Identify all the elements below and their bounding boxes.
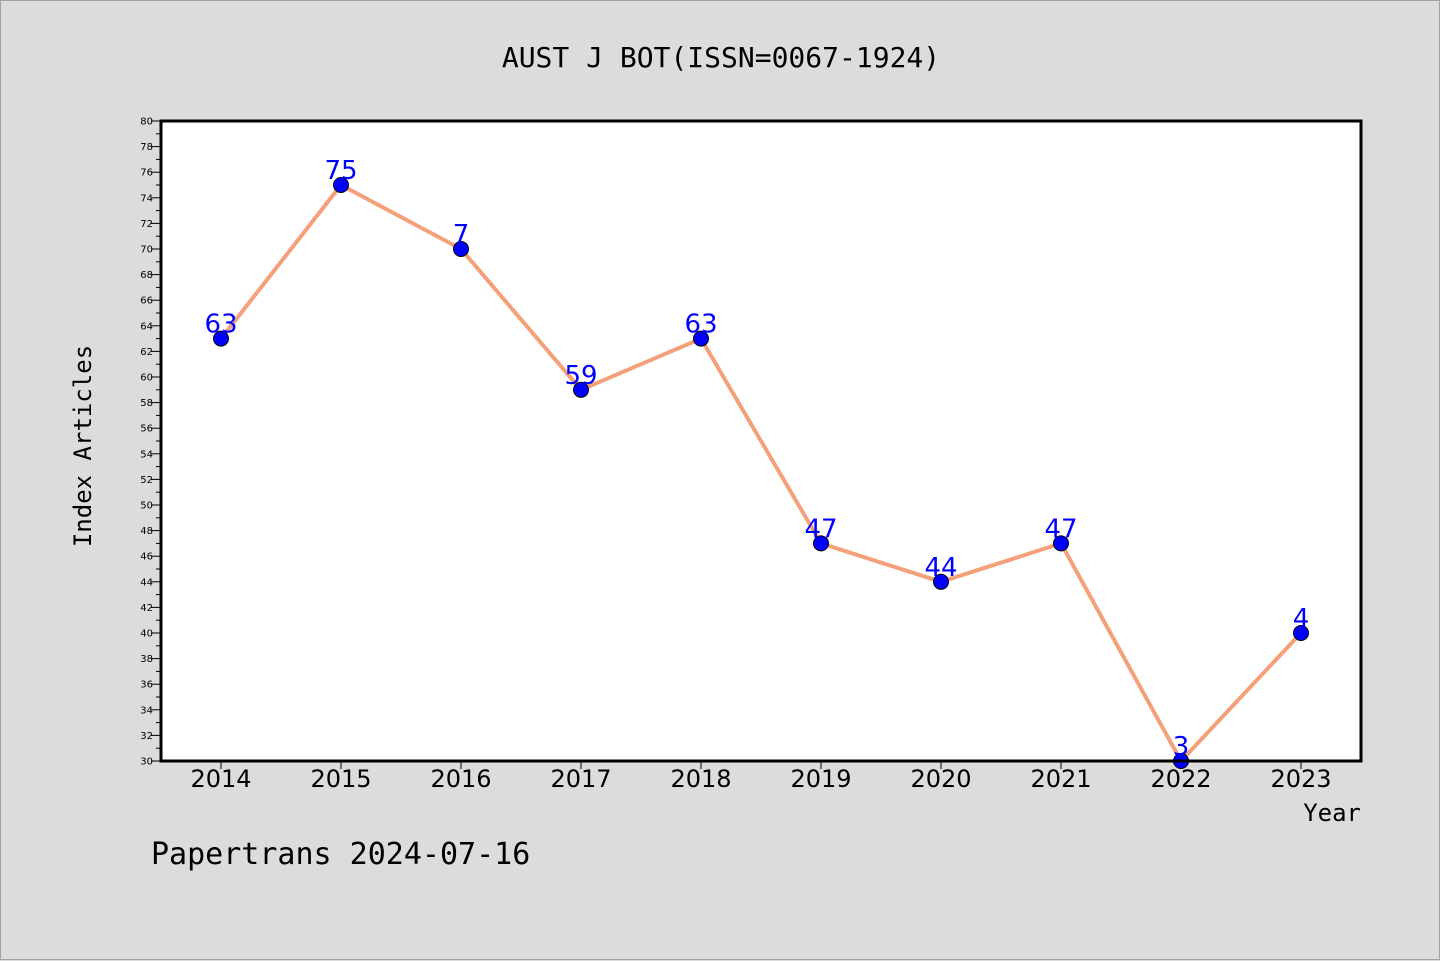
x-tick-label: 2016: [430, 765, 491, 793]
data-point: [333, 177, 349, 193]
y-tick-label: 48: [140, 526, 153, 537]
y-tick-label: 42: [140, 603, 153, 614]
x-tick-label: 2015: [310, 765, 371, 793]
x-axis: 2014 2015 2016 2017 2018 2019 2020 2021 2022 2023: [190, 761, 1332, 793]
y-axis: 30 32 34 36 38 40 42 44 46 48 50 52 54 56 58 60 62 64 66 68…: [140, 117, 161, 768]
y-axis-label: Index Articles: [69, 345, 97, 547]
y-tick-label: 62: [140, 347, 153, 358]
data-label: 59: [564, 361, 597, 391]
y-tick-label: 38: [140, 654, 153, 665]
y-tick-label: 34: [140, 705, 153, 716]
data-point: [213, 330, 229, 347]
y-tick-label: 78: [140, 142, 153, 153]
y-tick-label: 64: [140, 321, 153, 332]
y-tick-label: 68: [140, 270, 153, 281]
y-tick-label: 66: [140, 296, 153, 307]
data-label: 47: [1044, 514, 1077, 544]
y-tick-label: 54: [140, 449, 153, 460]
y-tick-label: 32: [140, 731, 153, 742]
y-tick-label: 36: [140, 680, 153, 691]
chart-title: AUST J BOT(ISSN=0067-1924): [502, 41, 940, 74]
x-tick-label: 2017: [550, 765, 611, 793]
data-label: 75: [324, 156, 357, 186]
data-point: [933, 573, 949, 590]
data-point: [693, 330, 709, 347]
y-tick-label: 60: [140, 373, 153, 384]
x-tick-label: 2020: [910, 765, 971, 793]
y-tick-label: 50: [140, 501, 153, 512]
y-tick-label: 80: [140, 117, 153, 128]
x-tick-label: 2022: [1150, 765, 1211, 793]
x-tick-label: 2014: [190, 765, 251, 793]
data-label: 4: [1293, 604, 1310, 634]
x-tick-label: 2019: [790, 765, 851, 793]
data-point: [453, 241, 469, 257]
data-point: [813, 535, 829, 552]
y-tick-label: 30: [140, 757, 153, 768]
series-line: [219, 183, 1303, 763]
data-label: 44: [924, 553, 957, 583]
y-tick-label: 40: [140, 629, 153, 640]
plot-border: [159, 119, 1363, 763]
footer-credit: Papertrans 2024-07-16: [151, 837, 530, 872]
x-axis-label: Year: [1303, 799, 1361, 827]
data-label: 47: [804, 514, 837, 544]
y-tick-label: 58: [140, 398, 153, 409]
data-point: [1053, 535, 1069, 552]
y-tick-label: 46: [140, 552, 153, 563]
y-tick-label: 70: [140, 245, 153, 256]
x-tick-label: 2021: [1030, 765, 1091, 793]
data-label: 7: [453, 220, 470, 250]
y-tick-label: 72: [140, 219, 153, 230]
data-label: 63: [204, 310, 237, 340]
data-point: [573, 381, 589, 398]
y-tick-label: 76: [140, 168, 153, 179]
y-tick-label: 56: [140, 424, 153, 435]
y-tick-label: 74: [140, 193, 153, 204]
x-tick-label: 2018: [670, 765, 731, 793]
series-layer: 63 75 7 59 63 47 44 47 3 4: [204, 156, 1309, 769]
x-tick-label: 2023: [1270, 765, 1331, 793]
data-label: 63: [684, 310, 717, 340]
data-label: 3: [1173, 732, 1190, 762]
data-point: [1293, 625, 1309, 641]
y-tick-label: 52: [140, 475, 153, 486]
y-tick-label: 44: [140, 577, 153, 588]
